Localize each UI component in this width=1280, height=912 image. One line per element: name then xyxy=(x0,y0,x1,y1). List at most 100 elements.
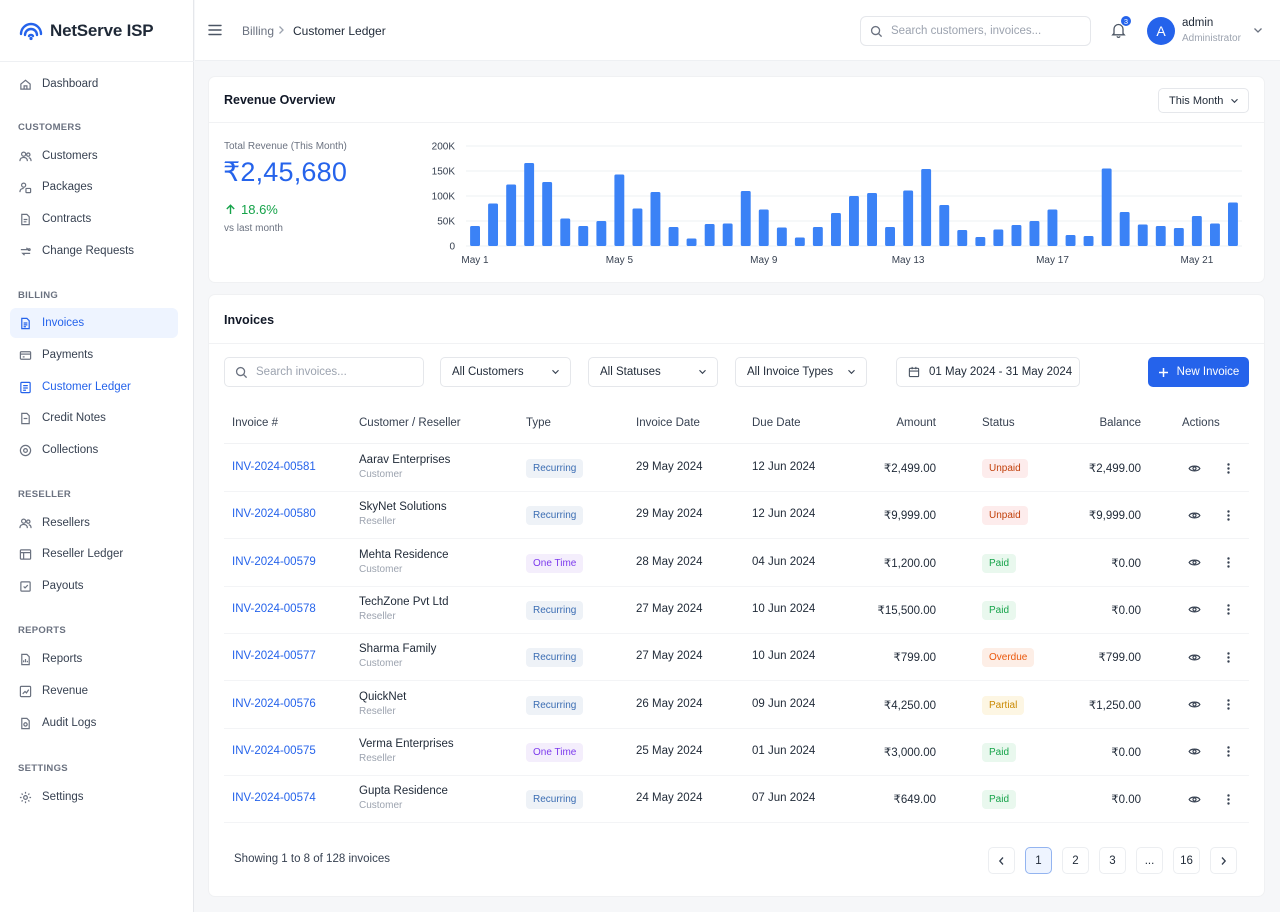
more-actions-button[interactable] xyxy=(1216,645,1240,669)
invoice-number-link[interactable]: INV-2024-00578 xyxy=(232,602,316,615)
revenue-bar[interactable] xyxy=(794,237,805,247)
revenue-bar[interactable] xyxy=(776,227,787,247)
revenue-bar[interactable] xyxy=(1101,168,1112,247)
invoice-number-link[interactable]: INV-2024-00581 xyxy=(232,461,316,473)
more-actions-button[interactable] xyxy=(1216,551,1240,575)
column-header-invoice[interactable]: Invoice # xyxy=(232,417,279,429)
column-header-due-date[interactable]: Due Date xyxy=(752,417,801,429)
table-row[interactable]: INV-2024-00577 Sharma Family Customer Recur… xyxy=(224,634,1249,682)
view-button[interactable] xyxy=(1182,740,1206,764)
revenue-bar[interactable] xyxy=(831,213,841,246)
invoice-number-link[interactable]: INV-2024-00579 xyxy=(232,555,316,568)
view-button[interactable] xyxy=(1182,503,1206,527)
status-filter[interactable]: All Statuses xyxy=(588,357,718,387)
revenue-bar[interactable] xyxy=(632,208,643,247)
sidebar-item-payments[interactable]: Payments xyxy=(10,340,178,370)
chevron-down-icon[interactable] xyxy=(1253,27,1263,34)
revenue-bar[interactable] xyxy=(921,169,932,246)
revenue-bar[interactable] xyxy=(668,227,679,246)
period-select[interactable]: This Month xyxy=(1158,88,1249,113)
table-row[interactable]: INV-2024-00581 Aarav Enterprises Customer R… xyxy=(224,445,1249,492)
pagination-page-2[interactable]: 2 xyxy=(1062,847,1089,874)
revenue-bar[interactable] xyxy=(722,223,733,247)
view-button[interactable] xyxy=(1182,456,1206,480)
breadcrumb-parent[interactable]: Billing xyxy=(242,24,275,38)
revenue-bar[interactable] xyxy=(488,203,498,247)
revenue-bar[interactable] xyxy=(1173,228,1184,246)
date-range-picker[interactable]: 01 May 2024 - 31 May 2024 xyxy=(896,357,1080,387)
invoice-type-filter[interactable]: All Invoice Types xyxy=(735,357,867,387)
revenue-bar[interactable] xyxy=(867,193,877,246)
column-header-status[interactable]: Status xyxy=(982,417,1015,429)
sidebar-item-dashboard[interactable]: Dashboard xyxy=(10,69,178,99)
sidebar-item-invoices[interactable]: Invoices xyxy=(10,308,178,338)
sidebar-item-customers[interactable]: Customers xyxy=(10,141,178,171)
view-button[interactable] xyxy=(1182,598,1206,622)
pagination-page-3[interactable]: 3 xyxy=(1099,847,1126,874)
more-actions-button[interactable] xyxy=(1216,693,1240,717)
customers-filter[interactable]: All Customers xyxy=(440,357,571,387)
revenue-bar[interactable] xyxy=(849,196,859,246)
revenue-bar[interactable] xyxy=(957,230,968,246)
revenue-bar[interactable] xyxy=(1119,212,1130,246)
revenue-bar[interactable] xyxy=(1083,236,1094,246)
revenue-bar[interactable] xyxy=(993,229,1004,247)
table-row[interactable]: INV-2024-00579 Mehta Residence Customer One… xyxy=(224,540,1249,587)
menu-icon[interactable] xyxy=(208,24,222,36)
revenue-bar[interactable] xyxy=(578,226,589,246)
revenue-bar[interactable] xyxy=(1065,235,1076,246)
invoice-number-link[interactable]: INV-2024-00580 xyxy=(232,508,316,521)
new-invoice-button[interactable]: New Invoice xyxy=(1148,357,1249,387)
sidebar-item-settings[interactable]: Settings xyxy=(10,782,178,812)
sidebar-item-reports[interactable]: Reports xyxy=(10,644,178,674)
revenue-bar[interactable] xyxy=(903,190,914,247)
global-search[interactable] xyxy=(860,16,1091,46)
pagination-page-16[interactable]: 16 xyxy=(1173,847,1200,874)
invoice-number-link[interactable]: INV-2024-00576 xyxy=(232,697,316,710)
more-actions-button[interactable] xyxy=(1216,456,1240,480)
sidebar-item-revenue[interactable]: Revenue xyxy=(10,676,178,706)
invoice-search[interactable] xyxy=(224,357,424,387)
table-row[interactable]: INV-2024-00575 Verma Enterprises Reseller O… xyxy=(224,729,1249,776)
avatar[interactable]: A xyxy=(1147,17,1175,45)
view-button[interactable] xyxy=(1182,693,1206,717)
more-actions-button[interactable] xyxy=(1216,598,1240,622)
revenue-bar[interactable] xyxy=(1047,209,1058,247)
revenue-bar[interactable] xyxy=(1029,221,1040,246)
table-row[interactable]: INV-2024-00580 SkyNet Solutions Reseller Re… xyxy=(224,492,1249,540)
invoice-number-link[interactable]: INV-2024-00574 xyxy=(232,792,316,805)
revenue-bar[interactable] xyxy=(686,238,697,247)
revenue-bar[interactable] xyxy=(740,191,751,246)
sidebar-item-collections[interactable]: Collections xyxy=(10,435,178,465)
revenue-bar[interactable] xyxy=(650,192,661,246)
invoice-number-link[interactable]: INV-2024-00575 xyxy=(232,744,316,757)
table-row[interactable]: INV-2024-00574 Gupta Residence Customer Rec… xyxy=(224,776,1249,824)
revenue-bar[interactable] xyxy=(542,182,553,246)
revenue-bar[interactable] xyxy=(506,184,517,247)
pagination-next-button[interactable] xyxy=(1210,847,1237,874)
revenue-bar[interactable] xyxy=(614,174,625,247)
table-row[interactable]: INV-2024-00578 TechZone Pvt Ltd Reseller Re… xyxy=(224,587,1249,634)
column-header-amount[interactable]: Amount xyxy=(896,417,936,429)
sidebar-item-reseller-ledger[interactable]: Reseller Ledger xyxy=(10,539,178,569)
global-search-input[interactable] xyxy=(891,25,1081,37)
view-button[interactable] xyxy=(1182,645,1206,669)
revenue-bar[interactable] xyxy=(758,209,769,247)
sidebar-item-audit-logs[interactable]: Audit Logs xyxy=(10,708,178,738)
more-actions-button[interactable] xyxy=(1216,503,1240,527)
revenue-bar[interactable] xyxy=(560,218,571,247)
revenue-bar[interactable] xyxy=(885,227,895,246)
sidebar-item-credit-notes[interactable]: Credit Notes xyxy=(10,403,178,433)
revenue-bar[interactable] xyxy=(812,227,823,246)
revenue-bar[interactable] xyxy=(1155,226,1166,246)
revenue-bar[interactable] xyxy=(524,163,535,246)
column-header-invoice-date[interactable]: Invoice Date xyxy=(636,417,700,429)
sidebar-item-customer-ledger[interactable]: Customer Ledger xyxy=(10,372,178,402)
revenue-bar[interactable] xyxy=(596,221,607,246)
table-row[interactable]: INV-2024-00576 QuickNet Reseller Recurring 2… xyxy=(224,682,1249,729)
sidebar-item-contracts[interactable]: Contracts xyxy=(10,204,178,234)
sidebar-item-change-requests[interactable]: Change Requests xyxy=(10,236,178,266)
pagination-page-1[interactable]: 1 xyxy=(1025,847,1052,874)
revenue-bar[interactable] xyxy=(1228,202,1238,247)
revenue-bar[interactable] xyxy=(470,226,480,246)
